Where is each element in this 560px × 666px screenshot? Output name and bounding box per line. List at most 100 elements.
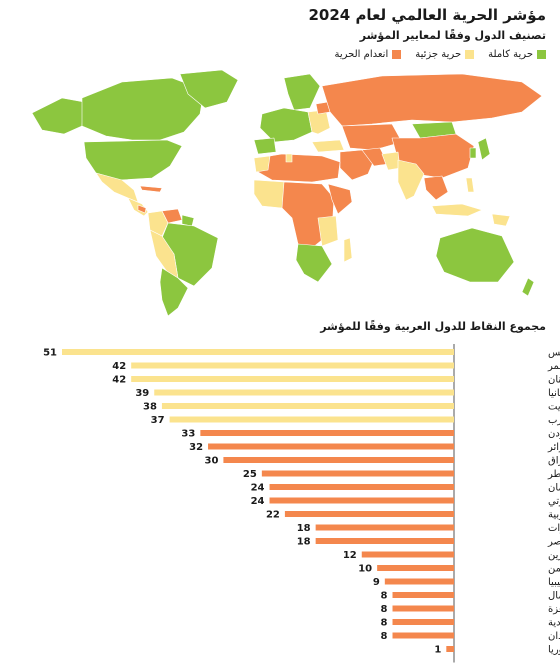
world-map bbox=[22, 68, 550, 318]
bar bbox=[284, 511, 454, 517]
bar bbox=[392, 632, 454, 639]
bar-chart-svg: 51 تونس 42 جزر القمر 42 لبنان 39 موريتانيا 38 الك… bbox=[43, 344, 560, 663]
category-label: العراق bbox=[548, 456, 560, 467]
bar bbox=[208, 443, 454, 450]
map-legend: حرية كاملة حرية جزئية انعدام الحرية bbox=[335, 49, 546, 60]
bar bbox=[131, 376, 455, 382]
bar-value-label: 24 bbox=[251, 483, 265, 494]
map-usa bbox=[83, 139, 183, 181]
bar bbox=[315, 538, 454, 544]
bar-value-label: 8 bbox=[381, 591, 388, 602]
category-label: الجزائر bbox=[547, 442, 560, 453]
map-japan bbox=[477, 137, 491, 161]
legend-swatch-partly bbox=[465, 50, 475, 59]
map-turkey bbox=[311, 139, 345, 153]
bar-value-label: 1 bbox=[434, 645, 441, 656]
bar bbox=[154, 389, 454, 396]
map-chile-argentina bbox=[159, 267, 189, 317]
bar-value-label: 42 bbox=[112, 375, 126, 386]
bar-value-label: 32 bbox=[189, 442, 203, 453]
bar-value-label: 8 bbox=[381, 631, 388, 642]
category-label: سلطنة عُمان bbox=[548, 482, 560, 494]
legend-label-free: حرية كاملة bbox=[488, 49, 533, 60]
bar-value-label: 18 bbox=[297, 537, 311, 548]
legend-item-partly: حرية جزئية bbox=[415, 49, 475, 60]
bar bbox=[261, 470, 454, 477]
bar bbox=[392, 592, 454, 598]
map-cuba bbox=[139, 185, 163, 193]
bar bbox=[377, 565, 454, 571]
bar bbox=[315, 524, 454, 531]
category-label: الكويت bbox=[548, 402, 560, 413]
map-central-asia bbox=[341, 123, 403, 151]
map-korea bbox=[469, 147, 477, 159]
category-label: السعودية bbox=[548, 618, 560, 629]
bar-value-label: 12 bbox=[343, 550, 357, 561]
bar-value-label: 25 bbox=[243, 469, 257, 480]
category-label: جيبوتي bbox=[548, 496, 560, 507]
bar-value-label: 42 bbox=[112, 361, 126, 372]
category-label: اليمن bbox=[548, 564, 560, 575]
map-guianas bbox=[181, 214, 195, 227]
category-label: قطر bbox=[547, 469, 560, 480]
bar-value-label: 33 bbox=[181, 429, 195, 440]
chart-subtitle: تصنيف الدول وفقًا لمعايير المؤشر bbox=[359, 29, 546, 42]
bar-value-label: 37 bbox=[151, 415, 165, 426]
bar bbox=[384, 578, 454, 585]
map-russia bbox=[321, 73, 543, 127]
map-philippines bbox=[465, 177, 475, 193]
map-southern-africa bbox=[295, 243, 333, 283]
map-north-africa bbox=[257, 153, 341, 183]
bar-value-label: 8 bbox=[381, 618, 388, 629]
map-east-africa bbox=[317, 215, 339, 247]
map-southeast-asia bbox=[423, 175, 449, 201]
map-western-europe bbox=[259, 107, 313, 143]
bar bbox=[269, 497, 454, 504]
category-label: السودان bbox=[548, 631, 560, 642]
bar bbox=[200, 430, 454, 436]
bar-value-label: 9 bbox=[373, 577, 380, 588]
legend-swatch-notfree bbox=[392, 50, 402, 59]
bar bbox=[269, 484, 454, 490]
chart-title: مؤشر الحرية العالمي لعام 2024 bbox=[308, 6, 546, 24]
map-colombia bbox=[147, 210, 169, 237]
map-indonesia bbox=[431, 203, 483, 217]
legend-swatch-free bbox=[537, 50, 546, 59]
map-scandinavia bbox=[283, 73, 321, 111]
map-tunisia bbox=[285, 153, 293, 163]
bar-value-label: 51 bbox=[43, 348, 57, 359]
category-label: المغرب bbox=[548, 415, 560, 426]
map-morocco bbox=[253, 155, 271, 173]
world-map-svg bbox=[31, 69, 543, 317]
bar bbox=[223, 457, 454, 463]
map-pakistan bbox=[381, 151, 401, 171]
bar bbox=[62, 349, 454, 355]
bar bbox=[169, 416, 454, 423]
bar bbox=[446, 646, 454, 652]
bar-value-label: 22 bbox=[266, 510, 280, 521]
map-australia bbox=[435, 227, 515, 283]
map-papua bbox=[491, 213, 511, 227]
map-canada bbox=[81, 77, 205, 141]
legend-item-notfree: انعدام الحرية bbox=[335, 49, 402, 60]
category-label: مصر bbox=[547, 537, 560, 548]
bar-value-label: 30 bbox=[204, 456, 218, 467]
bar bbox=[161, 403, 454, 409]
map-nicaragua bbox=[137, 204, 147, 214]
bar bbox=[361, 551, 454, 558]
map-greenland bbox=[179, 69, 239, 109]
bar-value-label: 24 bbox=[251, 496, 265, 507]
bar bbox=[131, 362, 455, 369]
bar-value-label: 38 bbox=[143, 402, 157, 413]
map-alaska bbox=[31, 97, 85, 135]
category-label: الصومال bbox=[548, 591, 560, 602]
map-madagascar bbox=[343, 237, 353, 263]
bar-value-label: 10 bbox=[358, 564, 372, 575]
legend-label-partly: حرية جزئية bbox=[415, 49, 462, 60]
category-label: جزر القمر bbox=[547, 361, 560, 372]
map-new-zealand bbox=[521, 277, 535, 297]
bar-value-label: 18 bbox=[297, 523, 311, 534]
bar-chart: 51 تونس 42 جزر القمر 42 لبنان 39 موريتانيا 38 الك… bbox=[0, 336, 560, 666]
category-label: الإمارات bbox=[548, 523, 560, 534]
bar-chart-title: مجموع النقاط للدول العربية وفقًا للمؤشر bbox=[320, 320, 546, 333]
